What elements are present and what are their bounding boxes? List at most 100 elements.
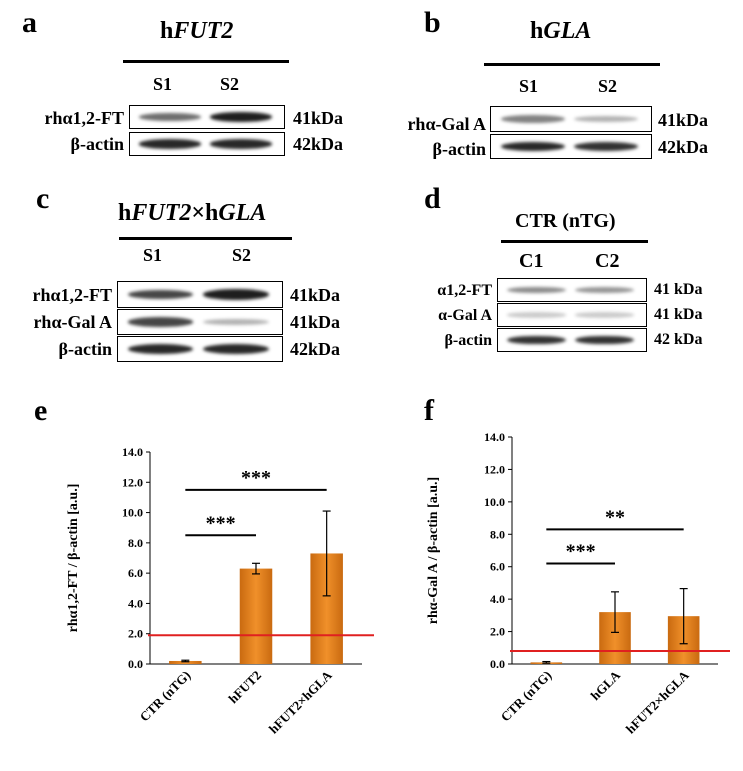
panel-label-d: d [424, 182, 441, 215]
significance-stars: ** [605, 506, 625, 528]
blot-row-label: rhα1,2-FT [44, 108, 124, 128]
molecular-weight-label: 41 kDa [654, 281, 703, 298]
blot-band [203, 289, 269, 300]
western-blot-strip [490, 106, 652, 132]
blot-band [506, 286, 567, 294]
molecular-weight-label: 41kDa [290, 285, 341, 305]
molecular-weight-label: 41 kDa [654, 306, 703, 323]
y-tick-label: 14.0 [122, 445, 143, 459]
x-tick-label: CTR (nTG) [498, 668, 555, 725]
x-tick-label: hFUT2 [225, 668, 264, 707]
blot-row-label: α1,2-FT [437, 282, 492, 299]
significance-stars: *** [566, 540, 596, 562]
western-blot-strip [129, 105, 285, 129]
blot-band [574, 335, 635, 345]
panel-d-title-rule [501, 240, 648, 243]
bar-chart-f: 0.0 2.0 4.0 6.0 8.0 10.0 12.0 14.0 rhα-Gal A / β… [426, 430, 730, 736]
western-blot-strip [497, 328, 647, 352]
blot-band [139, 113, 201, 121]
molecular-weight-label: 41kDa [290, 312, 341, 332]
molecular-weight-label: 42 kDa [654, 331, 703, 348]
blot-band [500, 115, 565, 123]
molecular-weight-label: 42kDa [290, 339, 341, 359]
blot-band [506, 312, 567, 318]
lane-label: S2 [220, 74, 240, 94]
blot-row-label: β-actin [444, 332, 492, 349]
blot-band [574, 286, 635, 294]
panel-a-title: hFUT2 [160, 18, 234, 44]
significance-stars: *** [206, 512, 236, 534]
lane-label: S2 [232, 245, 252, 265]
blot-band [127, 289, 194, 300]
y-tick-label: 12.0 [122, 475, 143, 489]
y-tick-label: 2.0 [490, 625, 505, 639]
blot-band [506, 335, 567, 345]
x-tick-label: hGLA [587, 667, 623, 703]
western-blot-strip [129, 132, 285, 156]
blot-band [127, 343, 194, 354]
panel-c-title-rule [119, 237, 292, 240]
blot-band [210, 112, 272, 122]
blot-band [127, 317, 194, 327]
blot-band [203, 343, 269, 354]
bar [239, 568, 273, 664]
blot-band [139, 139, 201, 149]
x-tick-label: hFUT2×hGLA [266, 667, 335, 736]
y-tick-label: 10.0 [484, 495, 505, 509]
x-tick-label: hFUT2×hGLA [623, 667, 692, 736]
panel-label-e: e [34, 394, 48, 427]
blot-row-label: rhα1,2-FT [32, 285, 112, 305]
y-tick-label: 10.0 [122, 506, 143, 520]
blot-row-label: β-actin [432, 139, 486, 159]
y-axis-label: rhα1,2-FT / β-actin [a.u.] [66, 484, 81, 633]
y-tick-label: 0.0 [128, 657, 143, 671]
blot-band [574, 141, 639, 152]
lane-label: S1 [519, 76, 539, 96]
y-tick-label: 6.0 [490, 560, 505, 574]
blot-row-label: β-actin [58, 339, 112, 359]
y-tick-label: 6.0 [128, 566, 143, 580]
lane-label: C2 [595, 250, 620, 272]
bar [169, 660, 202, 664]
y-tick-label: 0.0 [490, 657, 505, 671]
y-tick-label: 12.0 [484, 462, 505, 476]
y-tick-label: 4.0 [490, 592, 505, 606]
molecular-weight-label: 42kDa [658, 137, 709, 157]
y-axis-label: rhα-Gal A / β-actin [a.u.] [426, 477, 441, 624]
lane-label: S1 [143, 245, 163, 265]
y-tick-label: 8.0 [128, 536, 143, 550]
y-tick-label: 2.0 [128, 627, 143, 641]
panel-label-f: f [424, 394, 434, 427]
panel-label-a: a [22, 6, 37, 39]
western-blot-strip [497, 278, 647, 302]
western-blot-strip [117, 281, 283, 308]
blot-band [574, 115, 639, 123]
panel-c-title: hFUT2×hGLA [118, 200, 267, 226]
western-blot-strip [117, 336, 283, 362]
y-tick-label: 14.0 [484, 430, 505, 444]
panel-label-b: b [424, 6, 441, 39]
panel-b-title: hGLA [530, 18, 592, 44]
blot-row-label: rhα-Gal A [407, 114, 486, 134]
western-blot-strip [117, 309, 283, 335]
panel-a-title-rule [123, 60, 289, 63]
lane-label: S2 [598, 76, 618, 96]
blot-band [574, 312, 635, 318]
x-tick-label: CTR (nTG) [137, 668, 194, 725]
panel-d-title: CTR (nTG) [515, 210, 616, 232]
molecular-weight-label: 41kDa [658, 110, 709, 130]
blot-band [210, 139, 272, 149]
y-tick-label: 4.0 [128, 596, 143, 610]
molecular-weight-label: 41kDa [293, 108, 344, 128]
blot-row-label: β-actin [70, 134, 124, 154]
blot-row-label: α-Gal A [438, 307, 492, 324]
panel-label-c: c [36, 182, 50, 215]
lane-label: S1 [153, 74, 173, 94]
molecular-weight-label: 42kDa [293, 134, 344, 154]
blot-band [203, 318, 269, 326]
blot-band [500, 141, 565, 152]
western-blot-strip [497, 303, 647, 327]
western-blot-strip [490, 134, 652, 159]
lane-label: C1 [519, 250, 544, 272]
